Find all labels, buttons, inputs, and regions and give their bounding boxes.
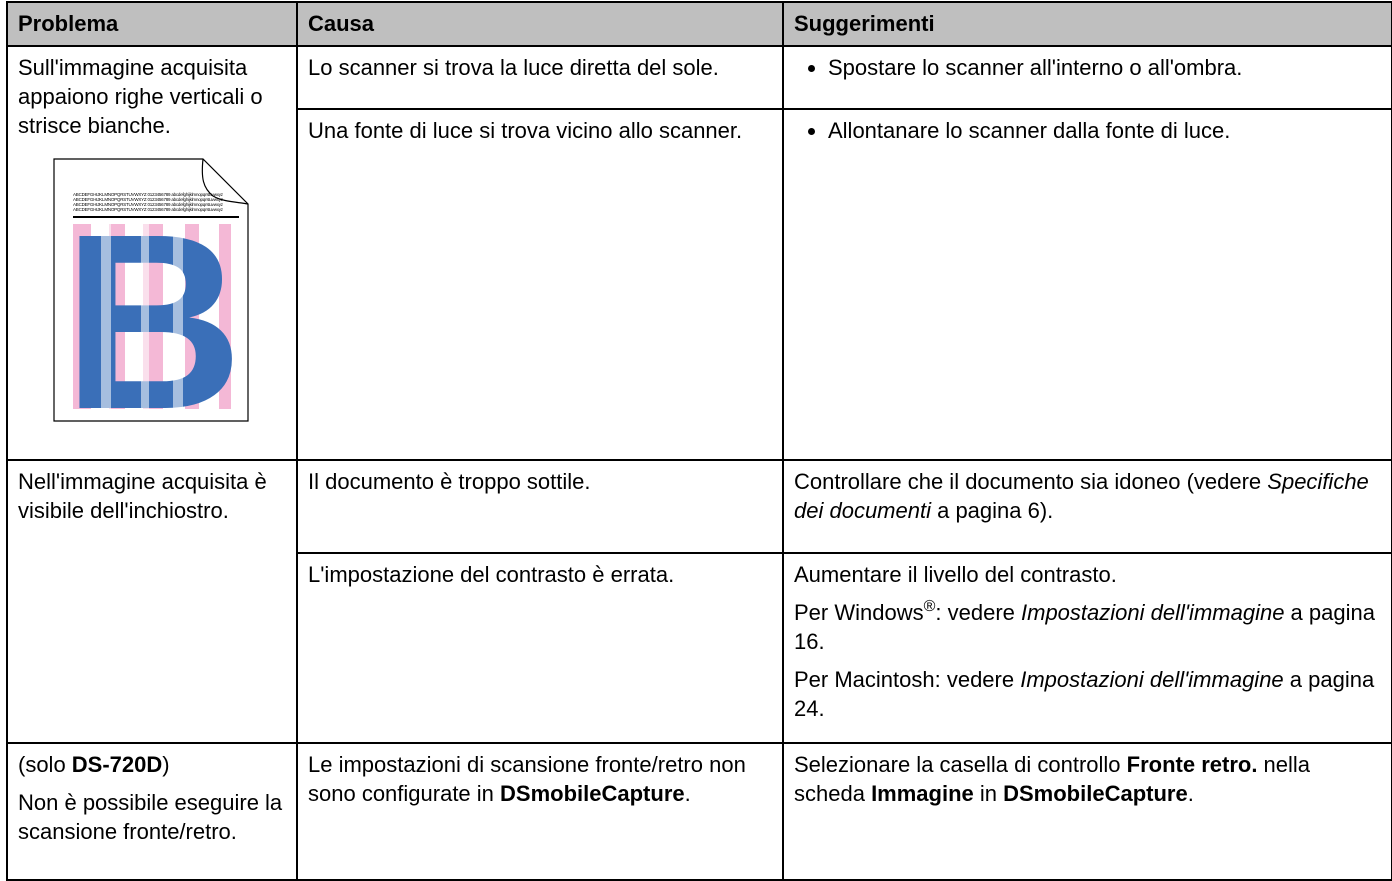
paragraph: Non è possibile eseguire la scansione fr… (18, 788, 286, 846)
suggestion-cell: Allontanare lo scanner dalla fonte di lu… (782, 108, 1392, 461)
cause-cell: Una fonte di luce si trova vicino allo s… (296, 108, 784, 461)
paragraph: Aumentare il livello del contrasto. (794, 560, 1381, 589)
text-run: a pagina 16. (794, 600, 1375, 654)
text-run: in (973, 781, 1004, 806)
table-row: (solo DS-720D) Non è possibile eseguire l… (6, 742, 1392, 881)
cause-cell: Le impostazioni di scansione fronte/retr… (296, 742, 784, 881)
text-run: Nell'immagine acquisita è visibile dell'… (18, 469, 267, 523)
bullet-list: Allontanare lo scanner dalla fonte di lu… (794, 116, 1381, 145)
text-run: Lo scanner si trova la luce diretta del … (308, 55, 719, 80)
paragraph: Le impostazioni di scansione fronte/retr… (308, 750, 772, 808)
paragraph: Selezionare la casella di controllo Fron… (794, 750, 1381, 808)
pink-stripe (185, 224, 199, 409)
sample-text-line: ABCDEFGHIJKLMNOPQRSTUVWXYZ 0123456789 ab… (73, 202, 224, 207)
text-run: DSmobileCapture (1003, 781, 1188, 806)
header-cell: Problema (6, 1, 298, 47)
text-run: Una fonte di luce si trova vicino allo s… (308, 118, 743, 143)
list-item: Allontanare lo scanner dalla fonte di lu… (828, 116, 1381, 145)
page-fold (201, 158, 249, 205)
text-run: Il documento è troppo sottile. (308, 469, 591, 494)
text-run: Allontanare lo scanner dalla fonte di lu… (828, 118, 1231, 143)
problem-cell: (solo DS-720D) Non è possibile eseguire l… (6, 742, 298, 881)
white-streak (101, 224, 111, 409)
text-run: Non è possibile eseguire la scansione fr… (18, 790, 283, 844)
text-run: Per Macintosh: vedere (794, 667, 1021, 692)
cause-cell: Lo scanner si trova la luce diretta del … (296, 45, 784, 110)
text-run: Selezionare la casella di controllo (794, 752, 1127, 777)
header-cell: Suggerimenti (782, 1, 1392, 47)
text-run: ) (162, 752, 170, 777)
text-run: DSmobileCapture (500, 781, 685, 806)
suggestion-cell: Aumentare il livello del contrasto. Per W… (782, 552, 1392, 744)
text-run: Sull'immagine acquisita appaiono righe v… (18, 55, 263, 138)
cause-cell: Il documento è troppo sottile. (296, 459, 784, 554)
text-run: Immagine (871, 781, 974, 806)
pink-stripe (219, 224, 231, 409)
problem-cell: Sull'immagine acquisita appaiono righe v… (6, 45, 298, 461)
text-run: a pagina 24. (794, 667, 1375, 721)
text-run: DS-720D (71, 752, 163, 777)
text-run: Aumentare il livello del contrasto. (794, 562, 1117, 587)
white-streak (141, 224, 149, 409)
text-run: Le impostazioni di scansione fronte/retr… (308, 752, 746, 806)
header-cell: Causa (296, 1, 784, 47)
text-run: (solo (18, 752, 72, 777)
pink-stripe (73, 224, 91, 409)
text-run: nella scheda (794, 752, 1311, 806)
paragraph: Controllare che il documento sia idoneo … (794, 467, 1381, 525)
table-row: Una fonte di luce si trova vicino allo s… (7, 108, 1392, 461)
text-run: Spostare lo scanner all'interno o all'om… (828, 55, 1243, 80)
paragraph: Lo scanner si trova la luce diretta del … (308, 53, 772, 82)
text-run: Fronte retro. (1126, 752, 1258, 777)
paragraph: Nell'immagine acquisita è visibile dell'… (18, 467, 286, 525)
text-run: . (684, 781, 691, 806)
table-row: Sull'immagine acquisita appaiono righe v… (6, 45, 1392, 461)
text-run: : vedere (935, 600, 1021, 625)
white-streak (173, 224, 183, 409)
text-run: Impostazioni dell'immagine (1020, 667, 1284, 692)
paragraph: Il documento è troppo sottile. (308, 467, 772, 496)
text-run: Impostazioni dell'immagine (1021, 600, 1285, 625)
text-run: ® (923, 598, 936, 615)
text-run: Specifiche dei documenti (794, 469, 1369, 523)
troubleshooting-table: Problema Causa Suggerimenti Sull'immagine … (6, 1, 1392, 881)
text-run: Controllare che il documento sia idoneo … (794, 469, 1268, 494)
paragraph: (solo DS-720D) (18, 750, 286, 779)
paragraph: Per Windows®: vedere Impostazioni dell'i… (794, 598, 1381, 656)
text-run: a pagina 6). (930, 498, 1054, 523)
cause-cell: L'impostazione del contrasto è errata. (296, 552, 784, 744)
text-run: Per Windows (794, 600, 924, 625)
suggestion-cell: Controllare che il documento sia idoneo … (782, 459, 1392, 554)
pink-stripe (109, 224, 125, 409)
bullet-list: Spostare lo scanner all'interno o all'om… (794, 53, 1381, 82)
suggestion-cell: Selezionare la casella di controllo Fron… (782, 742, 1392, 881)
text-run: . (1187, 781, 1194, 806)
table-row: L'impostazione del contrasto è errata. Au… (7, 552, 1392, 744)
sample-text-line: ABCDEFGHIJKLMNOPQRSTUVWXYZ 0123456789 ab… (73, 207, 224, 212)
paragraph: Una fonte di luce si trova vicino allo s… (308, 116, 772, 145)
paragraph: Per Macintosh: vedere Impostazioni dell'… (794, 665, 1381, 723)
header-row: Problema Causa Suggerimenti (6, 1, 1392, 47)
sample-letter: B (63, 182, 244, 422)
paragraph: L'impostazione del contrasto è errata. (308, 560, 772, 589)
sample-text-line: ABCDEFGHIJKLMNOPQRSTUVWXYZ 0123456789 ab… (73, 197, 224, 202)
text-run: L'impostazione del contrasto è errata. (308, 562, 675, 587)
table-row: Nell'immagine acquisita è visibile dell'… (6, 459, 1392, 744)
separator (73, 216, 239, 218)
problem-cell: Nell'immagine acquisita è visibile dell'… (6, 459, 298, 744)
suggestion-cell: Spostare lo scanner all'interno o all'om… (782, 45, 1392, 110)
sample-text-line: ABCDEFGHIJKLMNOPQRSTUVWXYZ 0123456789 ab… (73, 192, 224, 197)
paragraph: Sull'immagine acquisita appaiono righe v… (18, 53, 286, 140)
list-item: Spostare lo scanner all'interno o all'om… (828, 53, 1381, 82)
illustration: ABCDEFGHIJKLMNOPQRSTUVWXYZ 0123456789 ab… (53, 158, 249, 422)
